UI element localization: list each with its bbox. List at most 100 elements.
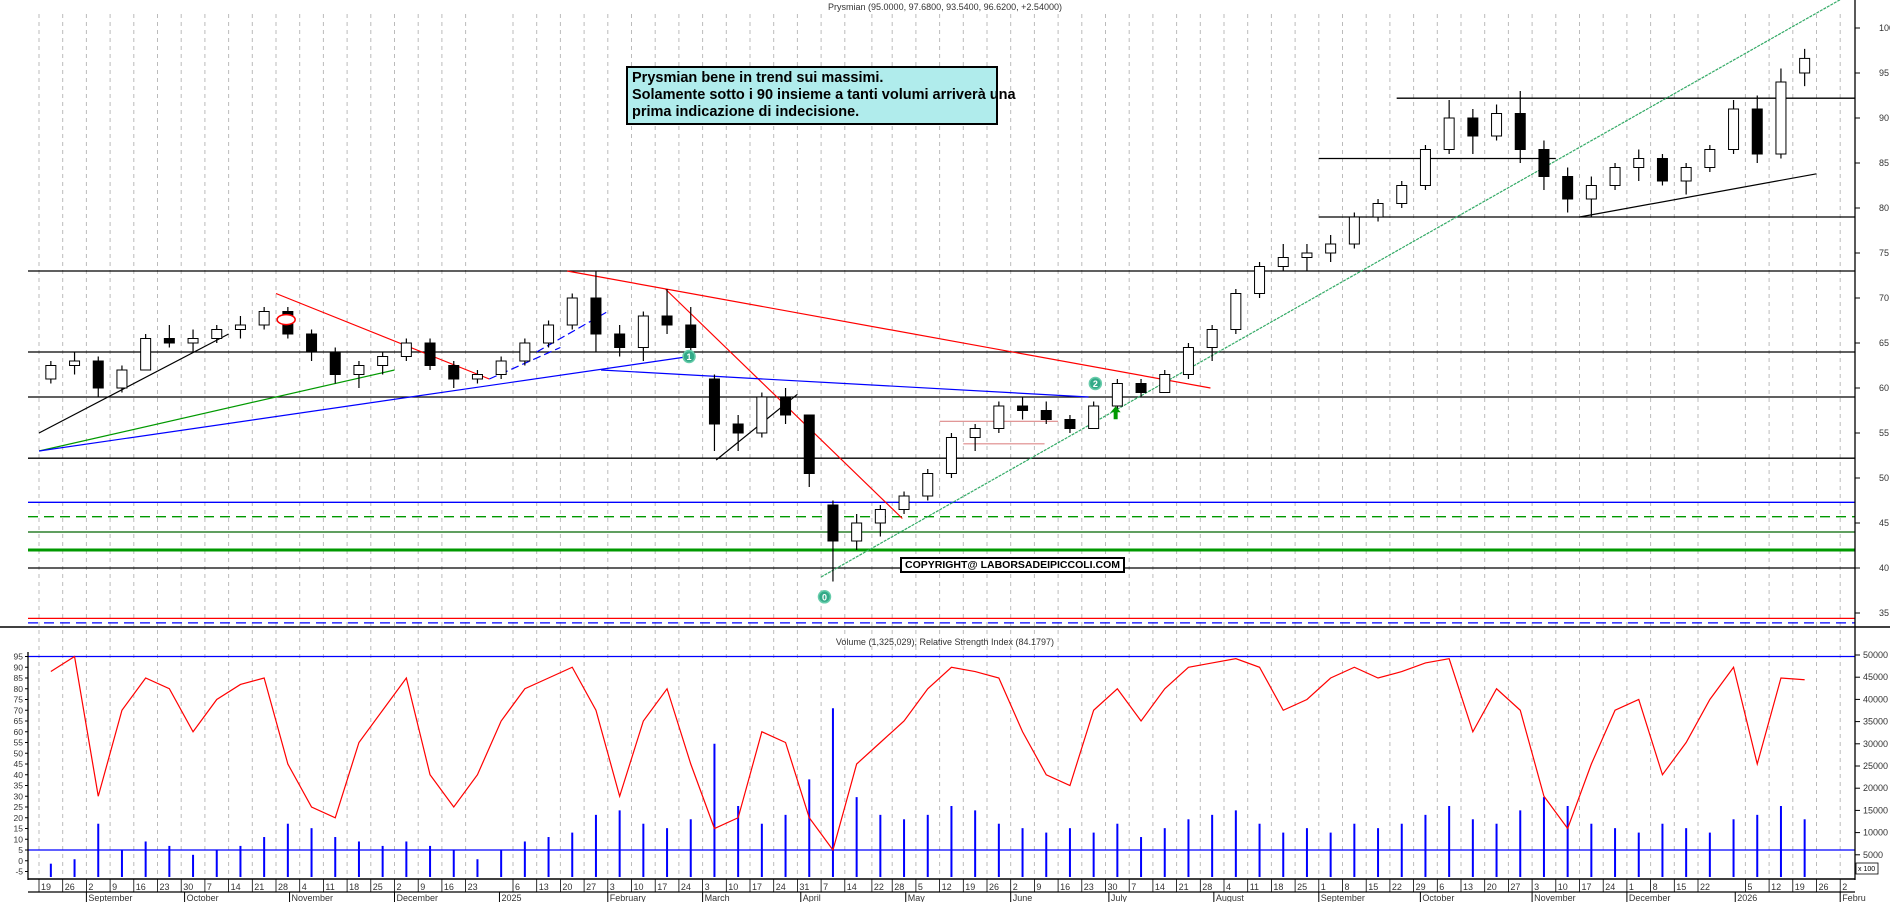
day-label: 22 [1700, 882, 1710, 892]
candle-up [1680, 167, 1692, 182]
day-label: 4 [302, 882, 307, 892]
candle-down [1064, 419, 1076, 429]
day-label: 25 [373, 882, 383, 892]
trendline [600, 369, 1089, 398]
day-label: 17 [752, 882, 762, 892]
candle-up [1206, 329, 1218, 348]
rsi-tick-label: 75 [14, 695, 24, 705]
day-label: 1 [1629, 882, 1634, 892]
annotation-line: prima indicazione di indecisione. [632, 104, 860, 120]
candle-up [116, 369, 128, 389]
day-label: 8 [1345, 882, 1350, 892]
rsi-tick-label: 0 [18, 856, 23, 866]
marker-circle [682, 349, 696, 364]
day-label: 7 [823, 882, 828, 892]
candle-up [1182, 347, 1194, 375]
volume-tick-label: 20000 [1863, 783, 1888, 793]
day-label: 7 [207, 882, 212, 892]
candle-down [1656, 158, 1668, 182]
candle-up [1609, 167, 1621, 186]
rsi-tick-label: 15 [14, 824, 24, 834]
price-tick-label: 70 [1879, 293, 1889, 303]
candle-up [1159, 374, 1171, 393]
rsi-tick-label: 50 [14, 748, 24, 758]
day-label: 12 [1771, 882, 1781, 892]
candle-up [471, 374, 483, 380]
day-label: 24 [681, 882, 691, 892]
day-label: 10 [634, 882, 644, 892]
price-tick-label: 55 [1879, 428, 1889, 438]
rsi-tick-label: 10 [14, 834, 24, 844]
day-label: 14 [1155, 882, 1165, 892]
candle-up [234, 324, 246, 330]
day-label: 17 [657, 882, 667, 892]
day-label: 23 [1084, 882, 1094, 892]
price-tick-label: 85 [1879, 158, 1889, 168]
day-label: 10 [1558, 882, 1568, 892]
day-label: 2 [1013, 882, 1018, 892]
candle-down [732, 423, 744, 434]
volume-tick-label: 30000 [1863, 739, 1888, 749]
candle-up [874, 509, 886, 524]
day-label: 31 [799, 882, 809, 892]
candle-up [898, 495, 910, 510]
price-tick-label: 80 [1879, 203, 1889, 213]
day-label: 23 [468, 882, 478, 892]
month-label: May [908, 893, 926, 902]
candle-up [519, 342, 531, 362]
day-label: 2 [397, 882, 402, 892]
price-tick-label: 75 [1879, 248, 1889, 258]
rsi-tick-label: 25 [14, 802, 24, 812]
month-label: 2026 [1737, 893, 1757, 902]
day-label: 11 [325, 882, 334, 892]
day-label: 3 [705, 882, 710, 892]
day-label: 5 [918, 882, 923, 892]
day-label: 21 [254, 882, 264, 892]
rsi-tick-label: 20 [14, 813, 24, 823]
candle-up [1254, 266, 1266, 294]
month-label: November [292, 893, 334, 902]
volume-tick-label: 10000 [1863, 828, 1888, 838]
annotation-box: Prysmian bene in trend sui massimi. Sola… [626, 66, 1016, 125]
month-label: December [1629, 893, 1671, 902]
candle-down [780, 396, 792, 416]
candle-down [1514, 113, 1526, 150]
day-label: 9 [1036, 882, 1041, 892]
price-tick-label: 100 [1879, 23, 1890, 33]
candle-down [1017, 405, 1029, 411]
day-label: 26 [65, 882, 75, 892]
day-label: 14 [847, 882, 857, 892]
marker-label: 2 [1093, 379, 1098, 389]
candle-up [1088, 405, 1100, 429]
day-label: 20 [1487, 882, 1497, 892]
candle-up [377, 356, 389, 366]
day-label: 10 [728, 882, 738, 892]
price-tick-label: 60 [1879, 383, 1889, 393]
candle-up [1728, 108, 1740, 150]
price-tick-label: 45 [1879, 518, 1889, 528]
price-tick-label: 90 [1879, 113, 1889, 123]
candle-up [1230, 293, 1242, 330]
day-label: 17 [1582, 882, 1592, 892]
price-tick-label: 50 [1879, 473, 1889, 483]
day-label: 16 [1060, 882, 1070, 892]
day-label: 19 [965, 882, 975, 892]
day-label: 3 [1534, 882, 1539, 892]
candle-down [614, 333, 626, 348]
marker-label: 1 [687, 352, 692, 362]
rsi-tick-label: 80 [14, 684, 24, 694]
candle-down [708, 378, 720, 425]
candle-down [685, 324, 697, 348]
day-label: 19 [41, 882, 51, 892]
day-label: 6 [515, 882, 520, 892]
trendlines [38, 0, 1841, 578]
candle-up [1325, 243, 1337, 254]
candle-up [1585, 185, 1597, 200]
day-label: 12 [942, 882, 952, 892]
day-label: 2 [88, 882, 93, 892]
volume-tick-label: 45000 [1863, 672, 1888, 682]
candle-up [945, 437, 957, 474]
day-label: 28 [1202, 882, 1212, 892]
rsi-line [50, 655, 1805, 852]
day-label: 13 [539, 882, 549, 892]
